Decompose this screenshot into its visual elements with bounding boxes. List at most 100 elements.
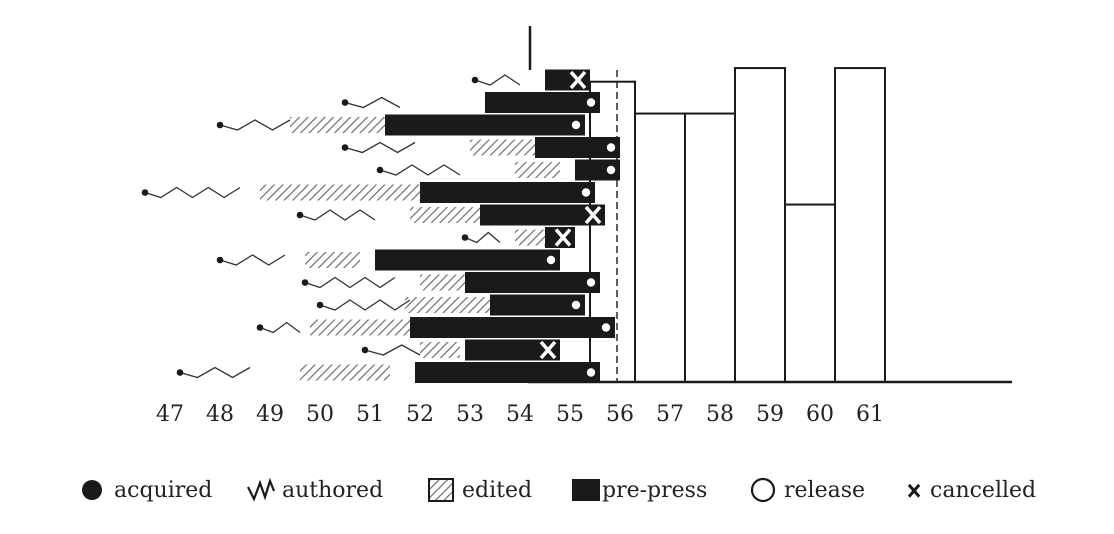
project-row bbox=[141, 182, 595, 203]
legend-item-edited: edited bbox=[426, 470, 532, 510]
release-marker bbox=[581, 188, 591, 197]
release-marker bbox=[571, 300, 581, 310]
edited-block bbox=[405, 297, 490, 313]
x-tick-label: 51 bbox=[356, 402, 384, 427]
project-row bbox=[296, 204, 605, 226]
prepress-bar bbox=[480, 204, 605, 226]
authored-line bbox=[304, 276, 396, 289]
edited-block bbox=[515, 229, 545, 246]
prepress-bar bbox=[485, 92, 600, 113]
x-tick-label: 49 bbox=[256, 402, 284, 427]
prepress-bar bbox=[375, 249, 560, 271]
prepress-bar bbox=[535, 137, 620, 158]
edited-block bbox=[420, 342, 460, 358]
x-tick-label: 59 bbox=[756, 402, 784, 427]
prepress-bar bbox=[465, 339, 560, 361]
x-tick-label: 58 bbox=[706, 402, 734, 427]
authored-line bbox=[144, 186, 241, 199]
project-row bbox=[471, 69, 590, 91]
filled-square-icon bbox=[572, 479, 600, 501]
edited-block bbox=[470, 139, 535, 156]
x-tick-label: 50 bbox=[306, 402, 334, 427]
legend-label-authored: authored bbox=[282, 477, 384, 503]
x-tick-label: 61 bbox=[856, 402, 884, 427]
x-mark-icon bbox=[907, 483, 921, 498]
histogram-bar bbox=[734, 67, 786, 384]
legend-label-edited: edited bbox=[462, 477, 533, 503]
edited-block bbox=[420, 274, 470, 291]
hatched-square-icon bbox=[428, 478, 454, 502]
open-circle-icon bbox=[750, 477, 776, 503]
cancelled-marker bbox=[569, 70, 587, 90]
authored-line bbox=[259, 321, 301, 334]
legend-label-release: release bbox=[784, 477, 866, 503]
acquired-dot bbox=[216, 256, 224, 264]
x-tick-label: 56 bbox=[606, 402, 634, 427]
histogram-bar bbox=[684, 112, 736, 384]
legend-item-prepress: pre-press bbox=[570, 470, 707, 510]
x-tick-label: 55 bbox=[556, 402, 584, 427]
legend-label-cancelled: cancelled bbox=[930, 477, 1037, 503]
x-tick-label: 48 bbox=[206, 402, 234, 427]
edited-block bbox=[515, 162, 560, 178]
project-row bbox=[316, 294, 585, 316]
acquired-dot bbox=[296, 211, 304, 219]
edited-block bbox=[290, 117, 385, 133]
authored-line bbox=[219, 119, 291, 131]
authored-line bbox=[179, 366, 251, 379]
prepress-bar bbox=[575, 159, 620, 181]
project-row bbox=[216, 249, 560, 271]
prepress-bar bbox=[385, 114, 585, 136]
prepress-bar bbox=[545, 69, 590, 91]
cancelled-marker bbox=[554, 228, 572, 247]
cancelled-marker bbox=[539, 340, 557, 360]
edited-block bbox=[410, 207, 480, 223]
project-row bbox=[376, 159, 620, 181]
release-marker bbox=[586, 278, 596, 287]
edited-block bbox=[305, 252, 360, 268]
prepress-bar bbox=[415, 362, 600, 383]
acquired-dot bbox=[341, 144, 349, 151]
edited-block bbox=[260, 184, 420, 201]
authored-line bbox=[474, 74, 521, 86]
acquired-dot bbox=[471, 76, 479, 84]
acquired-dot bbox=[141, 189, 149, 196]
x-tick-label: 47 bbox=[156, 402, 184, 427]
acquired-dot bbox=[176, 369, 184, 376]
project-row bbox=[461, 227, 575, 248]
cancelled-marker bbox=[584, 205, 602, 225]
release-marker bbox=[586, 368, 596, 377]
authored-line bbox=[364, 344, 421, 356]
acquired-dot bbox=[316, 301, 324, 309]
acquired-dot bbox=[256, 324, 264, 331]
legend-label-acquired: acquired bbox=[114, 477, 213, 503]
acquired-dot bbox=[341, 99, 349, 106]
legend-label-prepress: pre-press bbox=[602, 477, 708, 503]
x-tick-label: 52 bbox=[406, 402, 434, 427]
acquired-dot bbox=[376, 166, 384, 174]
filled-circle-icon bbox=[82, 480, 102, 500]
project-row bbox=[256, 317, 615, 338]
authored-line bbox=[344, 141, 416, 154]
release-marker bbox=[606, 143, 616, 152]
edited-block bbox=[310, 319, 410, 336]
prepress-bar bbox=[465, 272, 600, 293]
release-marker bbox=[606, 165, 616, 175]
histogram-bar bbox=[634, 112, 686, 384]
legend-item-release: release bbox=[748, 470, 865, 510]
acquired-dot bbox=[216, 121, 224, 129]
project-row bbox=[216, 114, 585, 136]
project-row bbox=[301, 272, 600, 293]
authored-line bbox=[319, 299, 411, 311]
acquired-dot bbox=[461, 234, 469, 241]
release-marker bbox=[586, 98, 596, 107]
acquired-dot bbox=[301, 279, 309, 286]
x-tick-label: 57 bbox=[656, 402, 684, 427]
project-row bbox=[361, 339, 560, 361]
prepress-bar bbox=[490, 294, 585, 316]
x-tick-label: 54 bbox=[506, 402, 534, 427]
edited-block bbox=[300, 364, 390, 381]
legend: acquired authored edited pre-press relea… bbox=[70, 470, 1070, 510]
authored-line bbox=[464, 231, 501, 244]
